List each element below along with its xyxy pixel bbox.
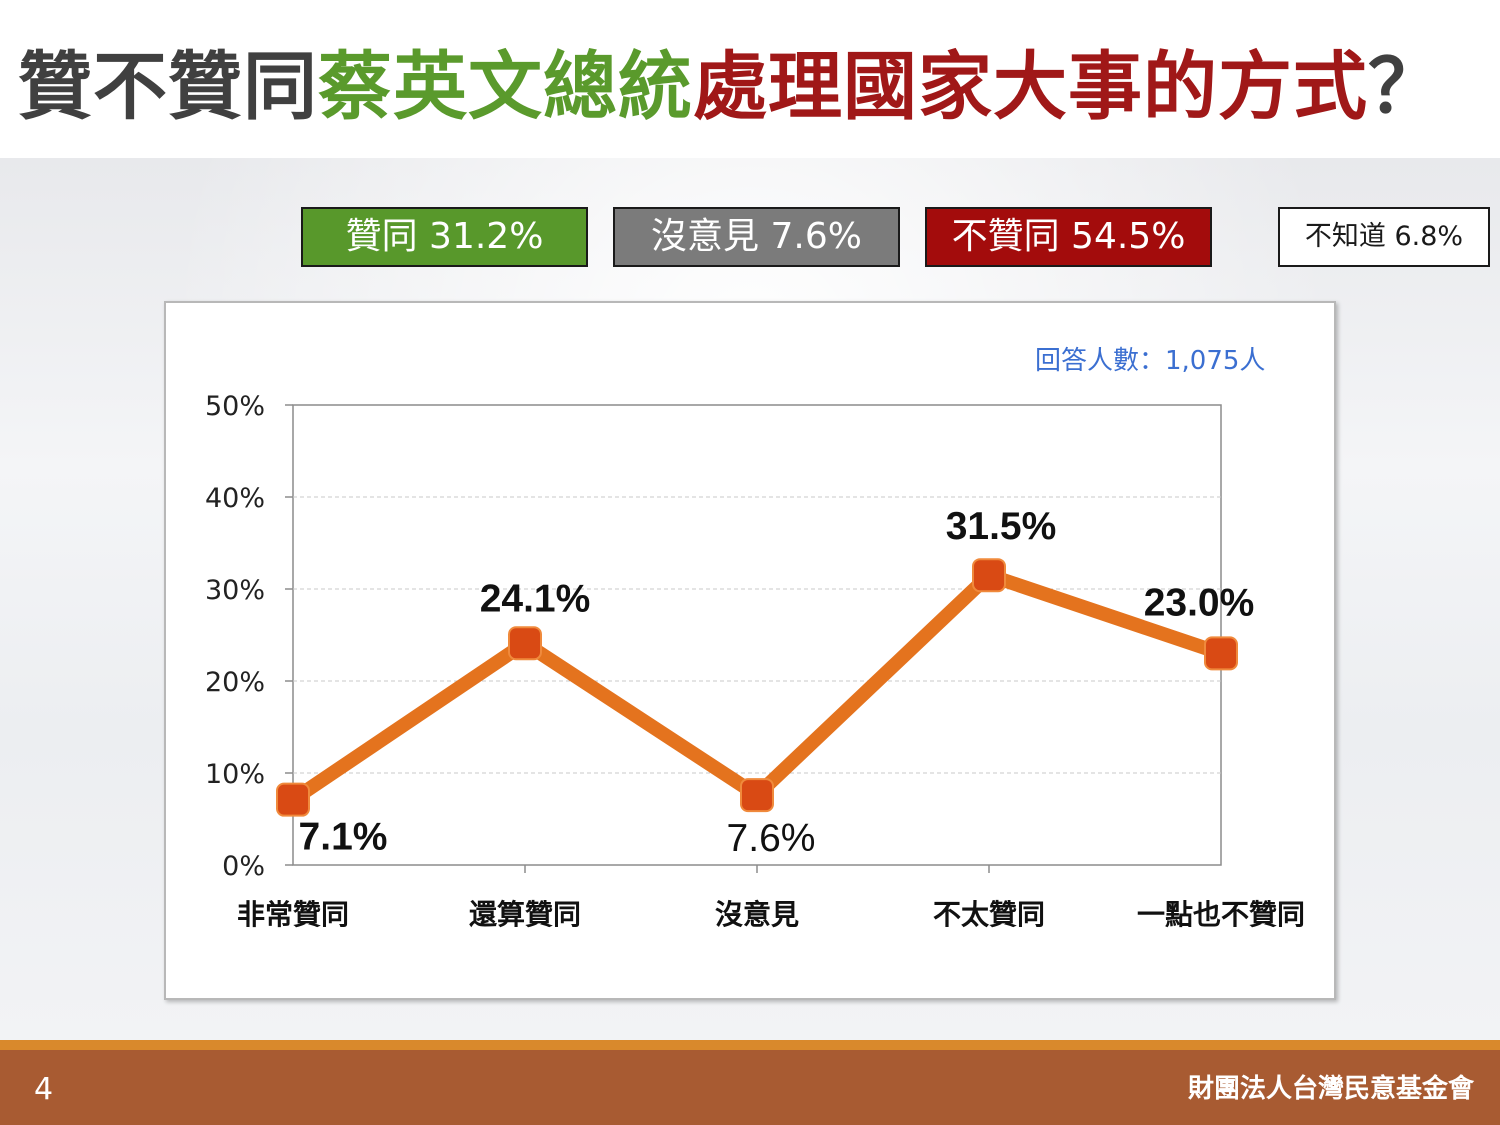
data-label: 31.5% (946, 505, 1057, 548)
title-part-1: 贊不贊同 (18, 44, 318, 130)
x-category-label: 非常贊同 (237, 898, 349, 931)
y-tick-label: 20% (205, 667, 265, 698)
title-part-president: 蔡英文總統 (318, 44, 693, 130)
line-chart: 0% 10% 20% 30% 40% 50% 非常贊同 還算贊同 沒意見 不太贊同 一點也不贊同 7.… (205, 391, 1305, 931)
title-question-mark: ？ (1368, 44, 1443, 130)
y-tick-label: 50% (205, 391, 265, 422)
disapprove-summary-badge: 不贊同 54.5% (925, 207, 1212, 267)
data-point-marker (276, 782, 310, 817)
y-tick-label: 40% (205, 483, 265, 514)
data-point-marker (740, 778, 774, 813)
data-point-marker (1204, 636, 1238, 671)
unknown-summary-badge: 不知道 6.8% (1278, 207, 1490, 267)
page-number: 4 (34, 1072, 54, 1107)
data-label: 24.1% (480, 577, 591, 620)
data-point-marker (972, 558, 1006, 593)
title-part-topic: 處理國家大事的方式 (693, 44, 1368, 130)
x-category-label: 還算贊同 (469, 898, 581, 931)
data-point-marker (508, 626, 542, 661)
neutral-summary-badge: 沒意見 7.6% (613, 207, 900, 267)
data-label: 7.1% (299, 816, 388, 859)
footer-bar (0, 1050, 1500, 1125)
page-title: 贊不贊同蔡英文總統處理國家大事的方式？ (18, 42, 1443, 132)
x-category-label: 不太贊同 (933, 898, 1045, 931)
y-tick-label: 0% (222, 851, 265, 882)
approve-summary-badge: 贊同 31.2% (301, 207, 588, 267)
organization-name: 財團法人台灣民意基金會 (1187, 1074, 1474, 1104)
data-label: 23.0% (1144, 581, 1255, 624)
footer-stripe (0, 1040, 1500, 1050)
x-category-label: 沒意見 (715, 898, 799, 931)
data-label: 7.6% (727, 817, 816, 860)
x-category-label: 一點也不贊同 (1137, 898, 1305, 931)
title-bar: 贊不贊同蔡英文總統處理國家大事的方式？ (0, 0, 1500, 158)
y-tick-label: 10% (205, 759, 265, 790)
y-tick-label: 30% (205, 575, 265, 606)
respondents-count: 回答人數：1,075人 (1035, 346, 1266, 376)
